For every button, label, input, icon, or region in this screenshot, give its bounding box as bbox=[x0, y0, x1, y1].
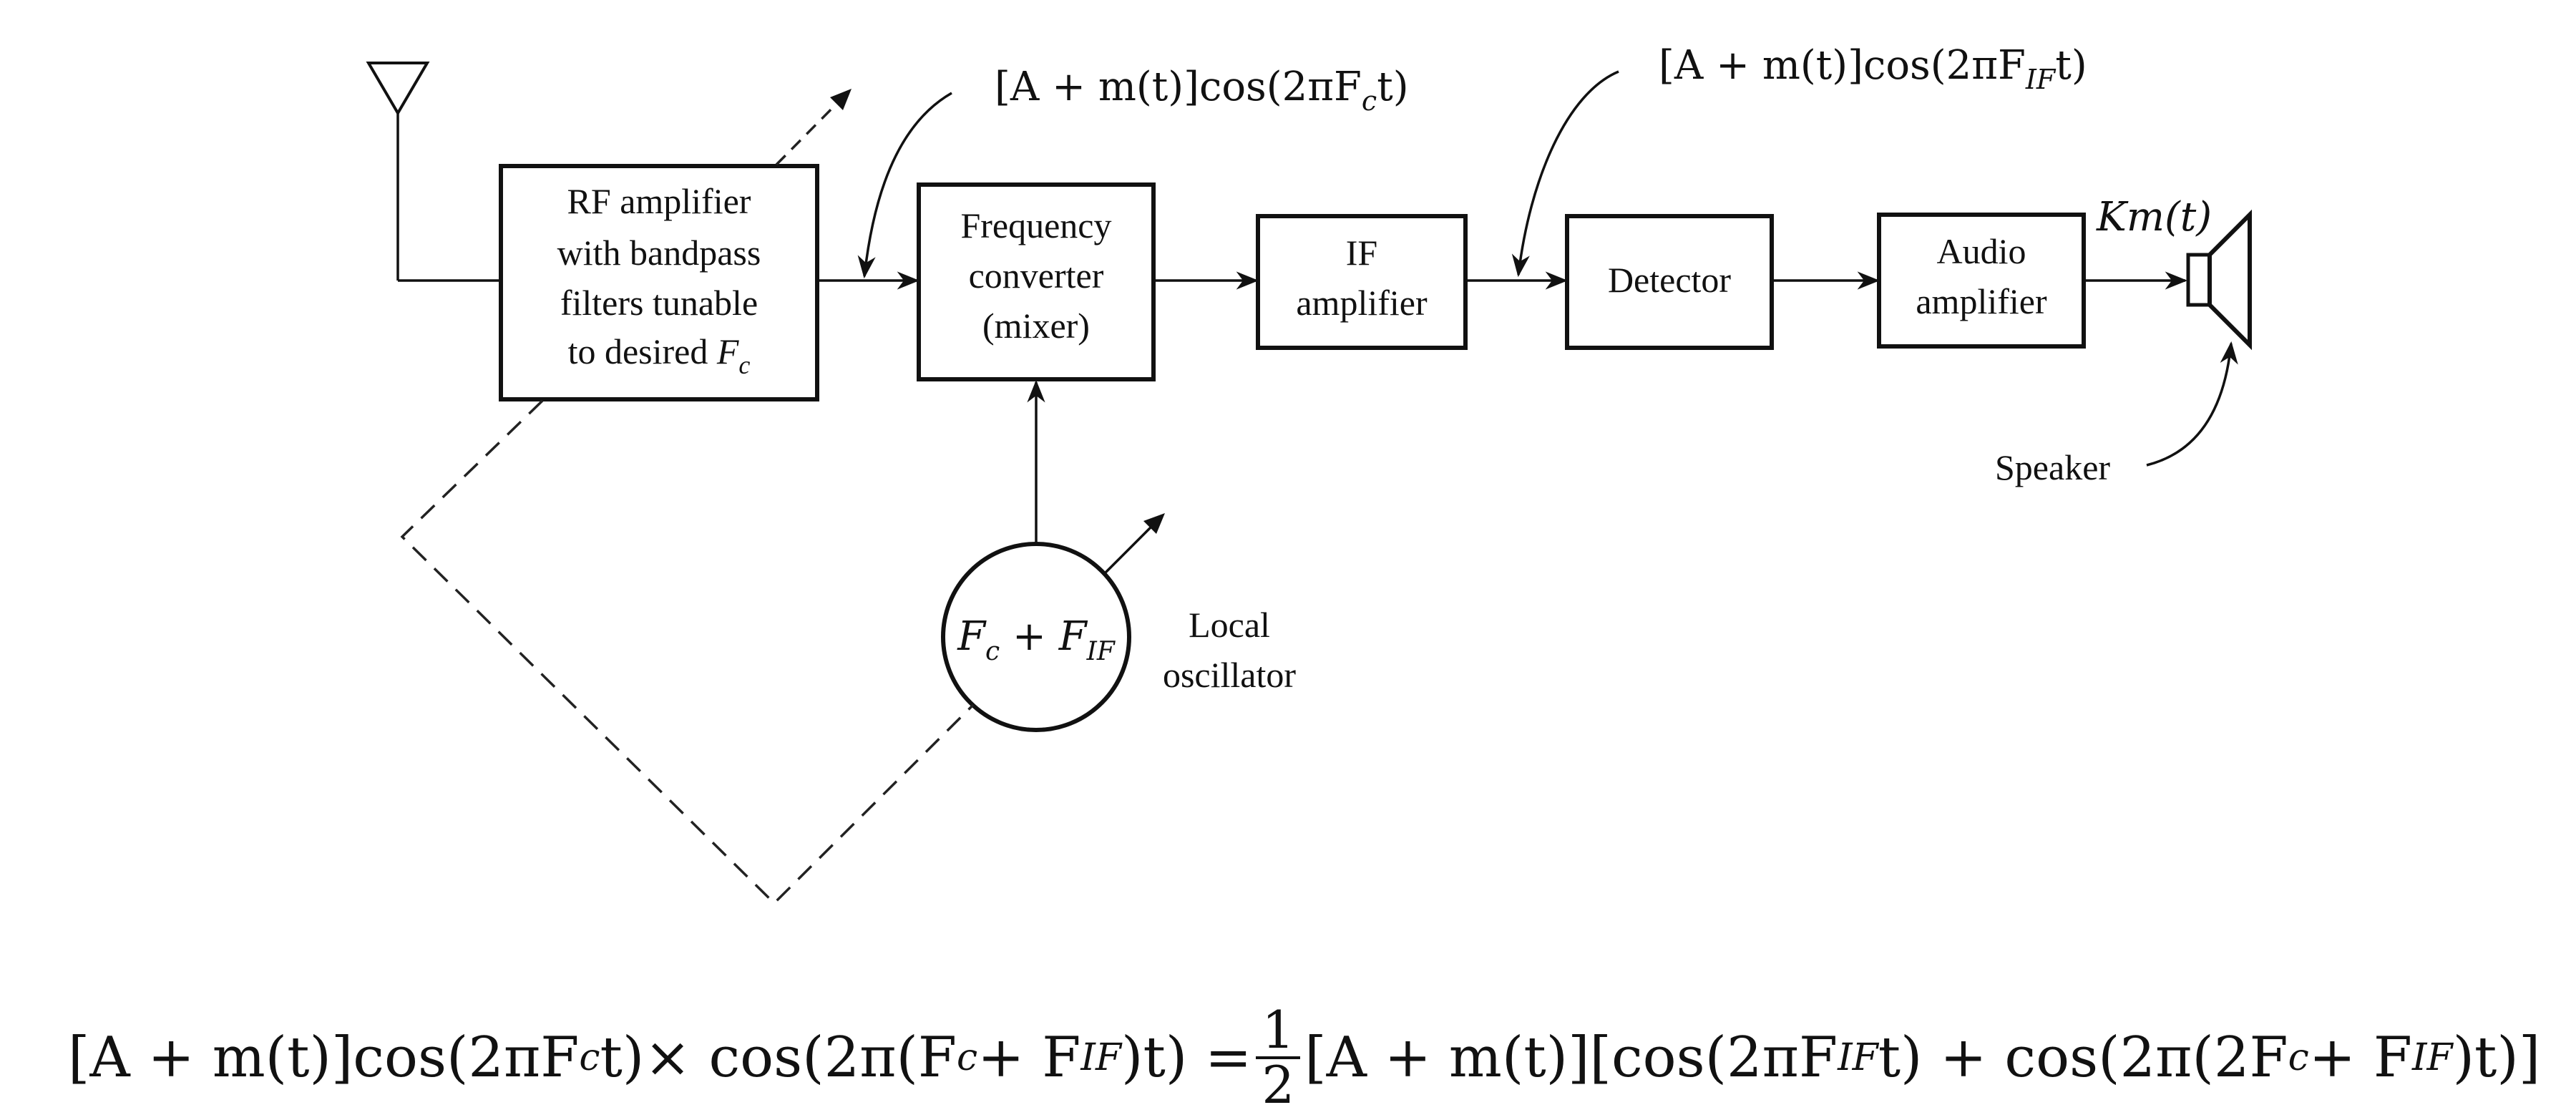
rf-amplifier-fc-sub: c bbox=[738, 351, 750, 379]
if-amplifier-line1: IF bbox=[1346, 233, 1377, 273]
eq-lhs-a-sub: c bbox=[579, 1036, 600, 1080]
eq-rhs-a: [A + m(t)][cos(2πF bbox=[1304, 1026, 1838, 1091]
eq-rhs-b-sub2: IF bbox=[2412, 1036, 2453, 1080]
oscillator-label-line2: oscillator bbox=[1163, 655, 1296, 695]
antenna-icon bbox=[366, 62, 501, 282]
osc-fc-sub: c bbox=[985, 637, 1000, 666]
rf-output-signal-label: [A + m(t)]cos(2πFct) bbox=[995, 64, 1409, 117]
oscillator-frequency-label: Fc + FIF bbox=[957, 613, 1116, 666]
rf-amplifier-line1: RF amplifier bbox=[567, 181, 751, 221]
eq-fraction-denominator: 2 bbox=[1262, 1055, 1295, 1115]
audio-amplifier-line2: amplifier bbox=[1916, 281, 2047, 321]
osc-fc-symbol: F bbox=[957, 613, 987, 660]
osc-fif-symbol: F bbox=[1058, 613, 1088, 660]
if-signal-pointer bbox=[1511, 70, 1619, 278]
rf-amplifier-block: RF amplifier with bandpass filters tunab… bbox=[499, 164, 819, 401]
if-signal-pre: [A + m(t)]cos(2πF bbox=[1659, 42, 2026, 89]
mixer-block: Frequency converter (mixer) bbox=[917, 182, 1156, 381]
detector-label: Detector bbox=[1608, 260, 1731, 300]
mixer-line2: converter bbox=[969, 255, 1104, 296]
if-amplifier-line2: amplifier bbox=[1296, 283, 1428, 323]
rf-tuning-arrow bbox=[775, 90, 850, 166]
eq-lhs-a-post: t)× cos(2π(F bbox=[600, 1026, 957, 1091]
mixer-line3: (mixer) bbox=[982, 306, 1090, 346]
eq-rhs-a-post: t) + cos(2π(2F bbox=[1878, 1026, 2288, 1091]
eq-lhs-b-sub: c bbox=[957, 1036, 978, 1080]
eq-fraction: 1 2 bbox=[1256, 1003, 1301, 1115]
rf-signal-post: t) bbox=[1377, 64, 1408, 110]
detector-block: Detector bbox=[1565, 214, 1774, 350]
eq-rhs-a-sub: IF bbox=[1838, 1036, 1878, 1080]
rf-signal-pre: [A + m(t)]cos(2πF bbox=[995, 64, 1362, 110]
equation-line: [A + m(t)]cos(2πF c t)× cos(2π(F c + F IF)t)… bbox=[68, 1003, 2541, 1115]
rf-amplifier-line2: with bandpass bbox=[557, 233, 761, 273]
eq-rhs-b-mid: + F bbox=[2308, 1026, 2412, 1091]
oscillator-label-line1: Local bbox=[1189, 605, 1270, 645]
rf-tuning-arrowhead bbox=[830, 89, 852, 110]
eq-lhs-b-post: )t) = bbox=[1121, 1026, 1252, 1091]
audio-amplifier-block: Audio amplifier bbox=[1877, 213, 2086, 349]
osc-plus: + bbox=[1000, 613, 1059, 660]
osc-fif-sub: IF bbox=[1086, 637, 1116, 666]
eq-fraction-numerator: 1 bbox=[1256, 1003, 1301, 1060]
rf-signal-sub: c bbox=[1362, 85, 1377, 117]
eq-lhs-a: [A + m(t)]cos(2πF bbox=[68, 1026, 580, 1091]
rf-amplifier-line4: to desired Fc bbox=[568, 331, 751, 379]
speaker-icon bbox=[2186, 209, 2252, 351]
if-signal-post: t) bbox=[2055, 42, 2087, 89]
rf-signal-pointer bbox=[857, 92, 952, 279]
eq-lhs-b-sub2: IF bbox=[1080, 1036, 1122, 1080]
oscillator-tuning-arrowhead bbox=[1143, 513, 1165, 534]
audio-output-label: Km(t) bbox=[2096, 194, 2212, 240]
eq-lhs-b-mid: + F bbox=[977, 1026, 1081, 1091]
if-signal-sub: IF bbox=[2025, 64, 2057, 95]
if-output-signal-label: [A + m(t)]cos(2πFIFt) bbox=[1659, 42, 2087, 95]
local-oscillator: Fc + FIF bbox=[941, 542, 1131, 732]
rf-amplifier-line4-prefix: to desired bbox=[568, 331, 717, 371]
rf-amplifier-fc-symbol: F bbox=[716, 331, 739, 371]
ganged-tuning-link bbox=[400, 399, 975, 905]
eq-rhs-b-post: )t)] bbox=[2452, 1026, 2541, 1091]
mixing-equation: [A + m(t)]cos(2πF c t)× cos(2π(F c + F IF)t)… bbox=[0, 948, 2576, 1111]
if-amplifier-block: IF amplifier bbox=[1256, 214, 1468, 350]
mixer-line1: Frequency bbox=[960, 205, 1111, 245]
speaker-pointer-arrow bbox=[2146, 341, 2238, 467]
rf-amplifier-line3: filters tunable bbox=[560, 283, 758, 323]
speaker-label: Speaker bbox=[1995, 447, 2110, 487]
audio-amplifier-line1: Audio bbox=[1937, 231, 2026, 271]
eq-rhs-b-sub: c bbox=[2288, 1036, 2309, 1080]
